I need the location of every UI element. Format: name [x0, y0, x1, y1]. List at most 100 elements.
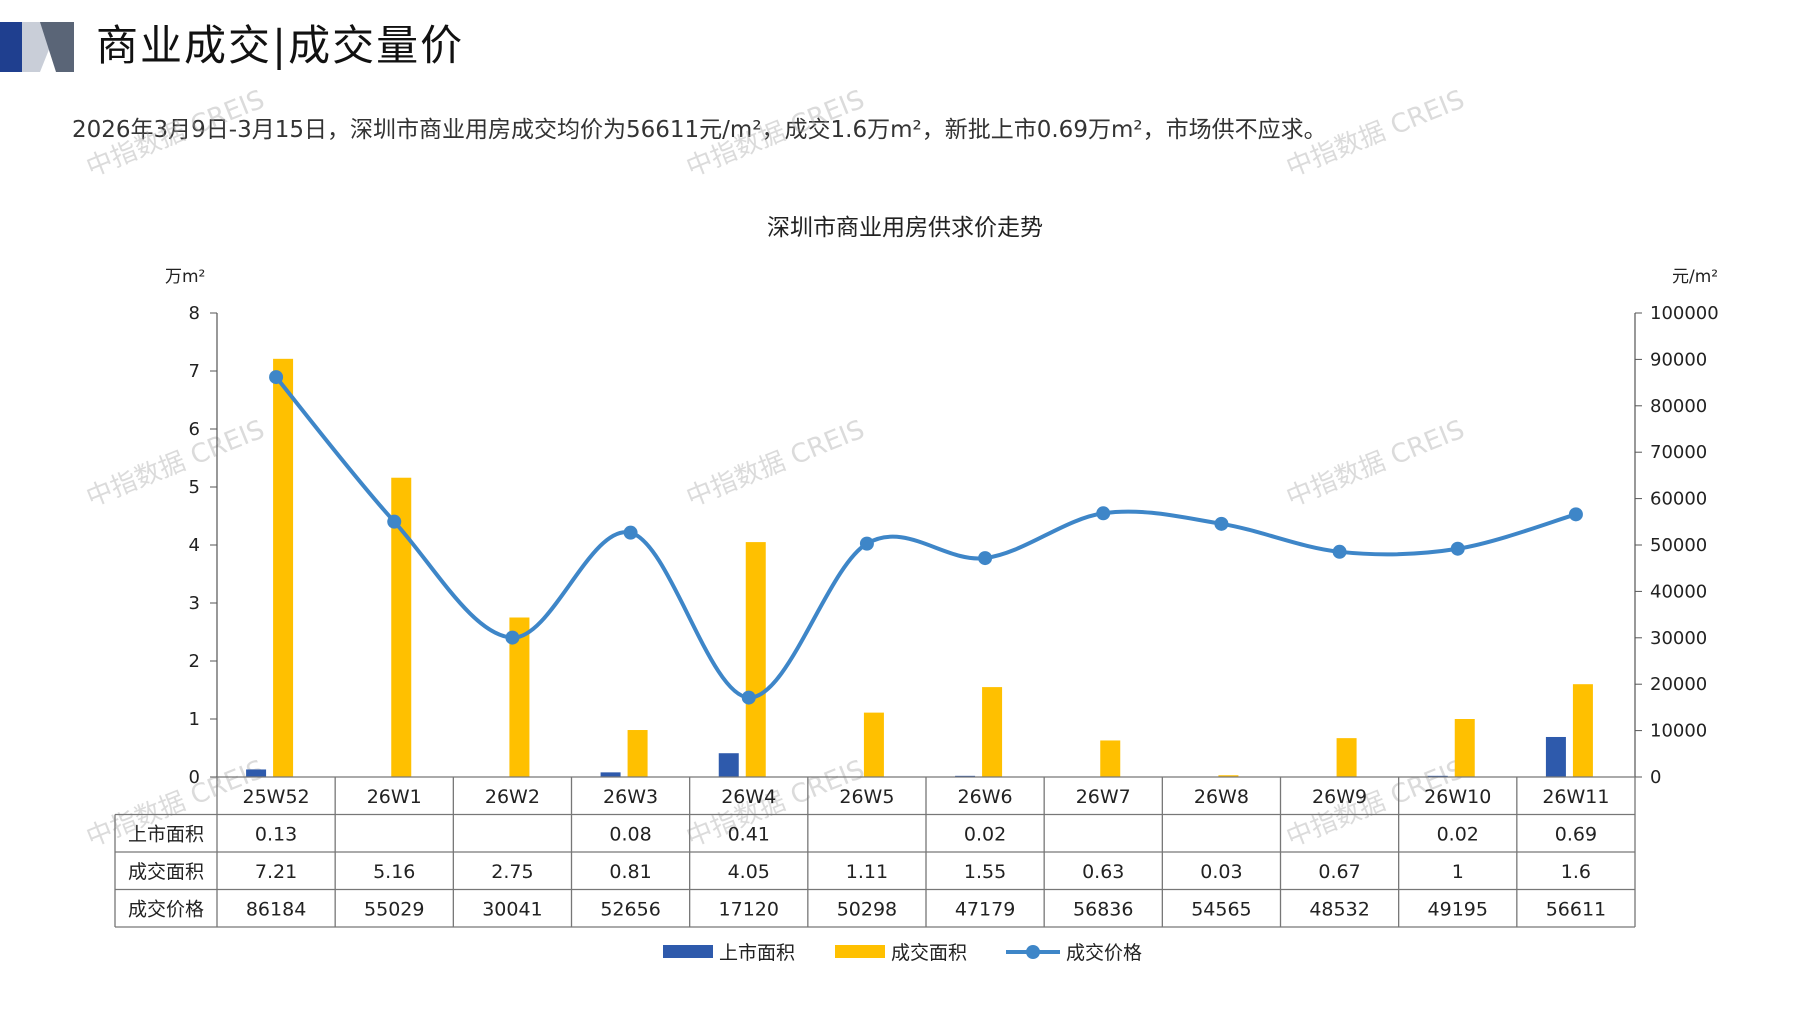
legend-swatch-deal-area — [835, 945, 885, 958]
x-category-label: 26W7 — [1076, 786, 1131, 808]
table-cell: 49195 — [1428, 898, 1488, 920]
bar-deal-area — [745, 542, 766, 777]
x-category-label: 26W1 — [367, 786, 422, 808]
y-right-tick-label: 60000 — [1650, 489, 1707, 510]
table-cell: 7.21 — [255, 861, 297, 883]
legend-swatch-supply — [663, 945, 713, 958]
y-left-tick-label: 3 — [189, 593, 200, 614]
table-cell: 0.03 — [1200, 861, 1242, 883]
legend-label: 成交价格 — [1066, 942, 1142, 964]
bar-deal-area — [1454, 719, 1475, 777]
price-point — [741, 690, 756, 705]
table-cell: 48532 — [1309, 898, 1369, 920]
bar-deal-area — [982, 687, 1003, 777]
price-point — [1568, 507, 1583, 522]
x-category-label: 26W6 — [958, 786, 1013, 808]
summary-text: 2026年3月9日-3月15日，深圳市商业用房成交均价为56611元/m²，成交… — [72, 117, 1327, 143]
bar-deal-area — [1100, 740, 1121, 777]
y-left-tick-label: 4 — [189, 535, 200, 556]
y-right-tick-label: 30000 — [1650, 628, 1707, 649]
table-cell: 1.11 — [846, 861, 888, 883]
page-title: 商业成交|成交量价 — [96, 21, 465, 70]
bar-supply-area — [1545, 736, 1566, 777]
table-cell: 0.02 — [964, 823, 1006, 845]
x-category-label: 25W52 — [243, 786, 310, 808]
y-left-tick-label: 6 — [189, 419, 200, 440]
bar-deal-area — [1218, 775, 1239, 777]
table-cell: 50298 — [837, 898, 897, 920]
bar-deal-area — [1572, 684, 1593, 777]
bar-deal-area — [509, 617, 530, 777]
table-cell: 52656 — [600, 898, 660, 920]
table-cell: 30041 — [482, 898, 542, 920]
bar-deal-area — [391, 477, 412, 777]
legend-label: 上市面积 — [719, 942, 795, 964]
supply-demand-price-chart: 深圳市商业用房供求价走势 万m² 元/m² 0 1 2 3 4 5 6 7 8 0 10000 200… — [114, 215, 1719, 964]
table-cell: 17120 — [719, 898, 779, 920]
y-right-tick-label: 80000 — [1650, 396, 1707, 417]
price-point — [1332, 544, 1347, 559]
table-cell: 54565 — [1191, 898, 1251, 920]
x-category-label: 26W8 — [1194, 786, 1249, 808]
bar-supply-area — [600, 772, 621, 777]
y-left-tick-label: 1 — [189, 709, 200, 730]
chart-title: 深圳市商业用房供求价走势 — [767, 215, 1043, 241]
table-cell: 56611 — [1546, 898, 1606, 920]
header-logo-mark — [0, 22, 74, 72]
table-cell: 0.69 — [1555, 823, 1597, 845]
bar-deal-area — [273, 358, 294, 777]
y-right-tick-label: 100000 — [1650, 303, 1719, 324]
y-right-tick-label: 20000 — [1650, 674, 1707, 695]
x-category-label: 26W3 — [603, 786, 658, 808]
bar-deal-area — [863, 712, 884, 777]
table-cell: 1 — [1452, 861, 1464, 883]
table-cell: 1.6 — [1561, 861, 1591, 883]
bar-deal-area — [1336, 738, 1357, 777]
y-left-tick-label: 2 — [189, 651, 200, 672]
x-category-label: 26W4 — [721, 786, 776, 808]
y-right-tick-label: 10000 — [1650, 721, 1707, 742]
table-cell: 0.13 — [255, 823, 297, 845]
price-point — [978, 551, 993, 566]
table-row-label: 上市面积 — [128, 823, 204, 845]
table-cell: 2.75 — [491, 861, 533, 883]
price-point — [1450, 541, 1465, 556]
x-category-label: 26W9 — [1312, 786, 1367, 808]
table-cell: 0.63 — [1082, 861, 1124, 883]
table-cell: 0.08 — [609, 823, 651, 845]
x-category-label: 26W5 — [839, 786, 894, 808]
legend-label: 成交面积 — [891, 942, 967, 964]
y-right-tick-label: 40000 — [1650, 581, 1707, 602]
table-cell: 0.67 — [1318, 861, 1360, 883]
table-cell: 0.02 — [1437, 823, 1479, 845]
table-row-label: 成交面积 — [128, 861, 204, 883]
price-point — [1096, 506, 1111, 521]
price-point — [623, 525, 638, 540]
price-point — [387, 514, 402, 529]
y-right-tick-label: 0 — [1650, 767, 1661, 788]
x-category-label: 26W10 — [1424, 786, 1491, 808]
bar-supply-area — [246, 769, 267, 777]
x-category-label: 26W2 — [485, 786, 540, 808]
y-right-tick-label: 50000 — [1650, 535, 1707, 556]
y-right-tick-label: 90000 — [1650, 349, 1707, 370]
y-left-unit: 万m² — [165, 267, 205, 287]
bar-supply-area — [718, 753, 739, 777]
table-cell: 86184 — [246, 898, 306, 920]
legend-swatch-price-marker — [1026, 945, 1040, 959]
y-left-tick-label: 5 — [189, 477, 200, 498]
price-point — [859, 536, 874, 551]
table-cell: 0.81 — [609, 861, 651, 883]
price-line — [274, 375, 1577, 700]
x-category-label: 26W11 — [1542, 786, 1609, 808]
table-cell: 4.05 — [728, 861, 770, 883]
y-left-tick-label: 7 — [189, 361, 200, 382]
y-right-tick-label: 70000 — [1650, 442, 1707, 463]
table-cell: 1.55 — [964, 861, 1006, 883]
y-left-tick-label: 8 — [189, 303, 200, 324]
table-cell: 5.16 — [373, 861, 415, 883]
price-point — [1214, 516, 1229, 531]
table-cell: 55029 — [364, 898, 424, 920]
y-right-unit: 元/m² — [1672, 267, 1718, 287]
price-point — [505, 630, 520, 645]
